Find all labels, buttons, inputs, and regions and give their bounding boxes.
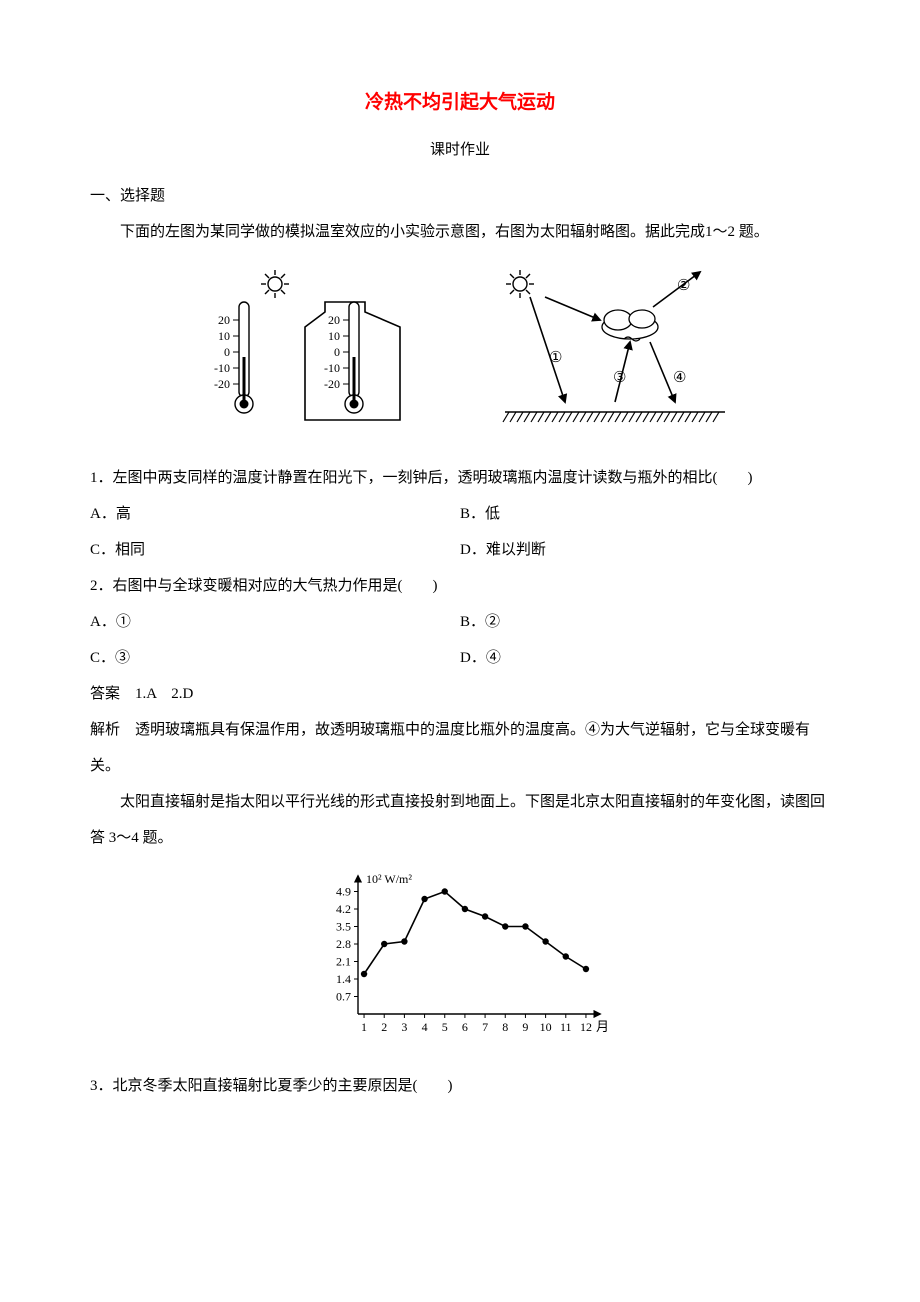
- radiation-line-chart: 0.71.42.12.83.54.24.910² W/m²12345678910…: [310, 870, 610, 1040]
- svg-text:7: 7: [482, 1020, 488, 1034]
- q1-opt-d: D．难以判断: [460, 532, 830, 568]
- svg-text:2: 2: [381, 1020, 387, 1034]
- figure-row-1: 20 10 0 -10 -20 20 10 0 -10 -20: [90, 262, 830, 442]
- svg-text:1: 1: [361, 1020, 367, 1034]
- svg-text:-10: -10: [214, 361, 230, 375]
- svg-text:④: ④: [673, 370, 686, 386]
- svg-text:2.1: 2.1: [336, 954, 351, 968]
- svg-text:5: 5: [442, 1020, 448, 1034]
- thermometer-diagram: 20 10 0 -10 -20 20 10 0 -10 -20: [185, 262, 445, 442]
- radiation-diagram: ① ② ③ ④: [475, 262, 735, 442]
- svg-text:20: 20: [218, 313, 230, 327]
- svg-text:②: ②: [677, 278, 690, 294]
- svg-text:2.8: 2.8: [336, 937, 351, 951]
- svg-text:10: 10: [540, 1020, 552, 1034]
- svg-text:-20: -20: [324, 377, 340, 391]
- page-title: 冷热不均引起大气运动: [90, 80, 830, 126]
- q1-opt-a: A．高: [90, 496, 460, 532]
- svg-text:1.4: 1.4: [336, 972, 351, 986]
- svg-text:月: 月: [596, 1019, 609, 1034]
- svg-text:9: 9: [522, 1020, 528, 1034]
- q2-opt-d: D．④: [460, 640, 830, 676]
- svg-text:-10: -10: [324, 361, 340, 375]
- q1-opt-c: C．相同: [90, 532, 460, 568]
- q1-options: A．高 B．低 C．相同 D．难以判断: [90, 496, 830, 568]
- svg-text:12: 12: [580, 1020, 592, 1034]
- svg-text:③: ③: [613, 370, 626, 386]
- q3-stem: 3．北京冬季太阳直接辐射比夏季少的主要原因是( ): [90, 1068, 830, 1104]
- answers-line: 答案 1.A 2.D: [90, 676, 830, 712]
- q2-opt-b: B．②: [460, 604, 830, 640]
- svg-text:11: 11: [560, 1020, 572, 1034]
- q1-opt-b: B．低: [460, 496, 830, 532]
- svg-text:4: 4: [422, 1020, 428, 1034]
- svg-text:4.2: 4.2: [336, 902, 351, 916]
- q2-opt-c: C．③: [90, 640, 460, 676]
- svg-text:-20: -20: [214, 377, 230, 391]
- svg-text:6: 6: [462, 1020, 468, 1034]
- svg-text:0.7: 0.7: [336, 989, 351, 1003]
- svg-text:10: 10: [218, 329, 230, 343]
- svg-text:4.9: 4.9: [336, 884, 351, 898]
- svg-text:8: 8: [502, 1020, 508, 1034]
- q2-opt-a: A．①: [90, 604, 460, 640]
- explain-line: 解析 透明玻璃瓶具有保温作用，故透明玻璃瓶中的温度比瓶外的温度高。④为大气逆辐射…: [90, 712, 830, 784]
- svg-text:3: 3: [401, 1020, 407, 1034]
- q2-options: A．① B．② C．③ D．④: [90, 604, 830, 676]
- q2-stem: 2．右图中与全球变暖相对应的大气热力作用是( ): [90, 568, 830, 604]
- q1-stem: 1．左图中两支同样的温度计静置在阳光下，一刻钟后，透明玻璃瓶内温度计读数与瓶外的…: [90, 460, 830, 496]
- svg-text:10² W/m²: 10² W/m²: [366, 872, 412, 886]
- intro-paragraph-1: 下面的左图为某同学做的模拟温室效应的小实验示意图，右图为太阳辐射略图。据此完成1…: [90, 214, 830, 250]
- svg-text:①: ①: [549, 350, 562, 366]
- svg-text:3.5: 3.5: [336, 919, 351, 933]
- page-subtitle: 课时作业: [90, 132, 830, 168]
- section-heading: 一、选择题: [90, 178, 830, 214]
- svg-text:10: 10: [328, 329, 340, 343]
- svg-text:0: 0: [334, 345, 340, 359]
- svg-text:20: 20: [328, 313, 340, 327]
- svg-text:0: 0: [224, 345, 230, 359]
- intro-paragraph-2: 太阳直接辐射是指太阳以平行光线的形式直接投射到地面上。下图是北京太阳直接辐射的年…: [90, 784, 830, 856]
